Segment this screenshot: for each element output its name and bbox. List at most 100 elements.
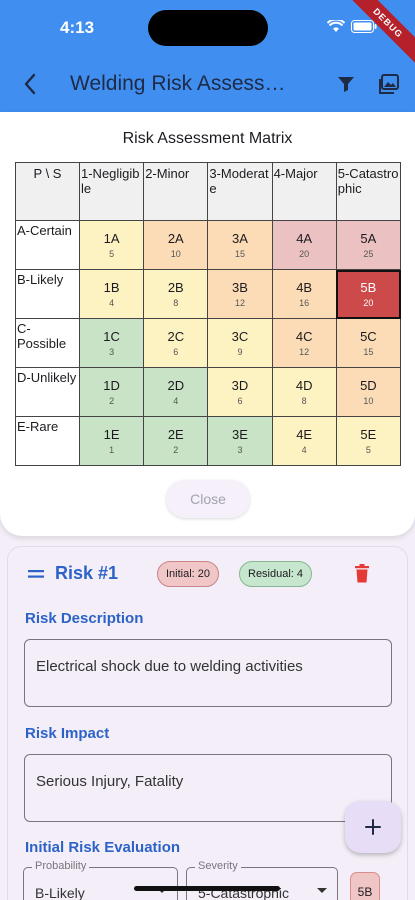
cell-code: 4C bbox=[295, 329, 313, 344]
status-icons bbox=[327, 20, 377, 33]
severity-column-header: 1-Negligible bbox=[78, 162, 145, 221]
risk-impact-field[interactable]: Serious Injury, Fatality bbox=[24, 754, 392, 822]
matrix-cell-5a[interactable]: 5A 25 bbox=[335, 220, 402, 270]
matrix-cell-5d[interactable]: 5D 10 bbox=[335, 367, 402, 417]
plus-icon bbox=[365, 819, 381, 835]
probability-label: Probability bbox=[32, 860, 90, 872]
image-icon[interactable] bbox=[378, 73, 400, 95]
matrix-cell-3a[interactable]: 3A 15 bbox=[207, 220, 273, 270]
matrix-cell-1b[interactable]: 1B 4 bbox=[78, 269, 145, 319]
cell-code: 3C bbox=[231, 329, 249, 344]
cell-code: 2E bbox=[167, 427, 184, 442]
risk-description-label: Risk Description bbox=[25, 610, 144, 627]
initial-risk-evaluation-label: Initial Risk Evaluation bbox=[25, 839, 181, 856]
matrix-cell-3c[interactable]: 3C 9 bbox=[207, 318, 273, 368]
matrix-cell-4b[interactable]: 4B 16 bbox=[271, 269, 337, 319]
delete-icon[interactable] bbox=[354, 564, 370, 583]
matrix-cell-2a[interactable]: 2A 10 bbox=[143, 220, 209, 270]
initial-score-badge: Initial: 20 bbox=[157, 561, 220, 587]
probability-row-header: E-Rare bbox=[15, 416, 80, 466]
camera-notch bbox=[148, 10, 268, 46]
risk-matrix-table: P \ S 1-Negligible 2-Minor 3-Moderate 4-… bbox=[15, 162, 402, 466]
probability-dropdown[interactable]: Probability B-Likely bbox=[23, 860, 178, 900]
matrix-cell-2b[interactable]: 2B 8 bbox=[143, 269, 209, 319]
matrix-cell-3e[interactable]: 3E 3 bbox=[207, 416, 273, 466]
cell-score: 15 bbox=[363, 347, 374, 357]
probability-value: B-Likely bbox=[35, 885, 85, 900]
matrix-title: Risk Assessment Matrix bbox=[122, 130, 293, 147]
cell-score: 8 bbox=[173, 298, 179, 308]
matrix-cell-5e[interactable]: 5E 5 bbox=[335, 416, 402, 466]
chevron-down-icon bbox=[317, 888, 327, 893]
matrix-cell-5c[interactable]: 5C 15 bbox=[335, 318, 402, 368]
add-risk-button[interactable] bbox=[345, 801, 401, 853]
matrix-row: C-Possible 1C 3 2C 6 3C 9 4C 12 5C 15 bbox=[15, 318, 402, 368]
matrix-cell-3b[interactable]: 3B 12 bbox=[207, 269, 273, 319]
cell-code: 3A bbox=[232, 231, 248, 246]
cell-score: 4 bbox=[301, 445, 307, 455]
cell-score: 4 bbox=[173, 396, 179, 406]
wifi-icon bbox=[327, 20, 345, 32]
cell-score: 15 bbox=[234, 249, 245, 259]
matrix-row: A-Certain 1A 5 2A 10 3A 15 4A 20 5A 25 bbox=[15, 220, 402, 270]
severity-dropdown[interactable]: Severity 5-Catastrophic bbox=[186, 860, 338, 900]
cell-code: 1E bbox=[103, 427, 120, 442]
initial-risk-code-badge: 5B bbox=[350, 872, 380, 900]
matrix-cell-2c[interactable]: 2C 6 bbox=[143, 318, 209, 368]
matrix-cell-1d[interactable]: 1D 2 bbox=[78, 367, 145, 417]
cell-score: 1 bbox=[109, 445, 115, 455]
cell-code: 2C bbox=[167, 329, 185, 344]
cell-score: 10 bbox=[363, 396, 374, 406]
cell-code: 3D bbox=[231, 378, 249, 393]
cell-score: 3 bbox=[109, 347, 115, 357]
cell-code: 5B bbox=[360, 280, 377, 295]
matrix-row: B-Likely 1B 4 2B 8 3B 12 4B 16 5B 20 bbox=[15, 269, 402, 319]
cell-code: 4E bbox=[296, 427, 313, 442]
app-bar: 4:13 DEBUG Welding Risk Assess… bbox=[0, 0, 415, 112]
cell-code: 4A bbox=[296, 231, 313, 246]
matrix-cell-5b[interactable]: 5B 20 bbox=[335, 269, 402, 319]
filter-icon[interactable] bbox=[336, 74, 356, 94]
probability-row-header: D-Unlikely bbox=[15, 367, 80, 417]
cell-score: 6 bbox=[173, 347, 179, 357]
residual-score-badge: Residual: 4 bbox=[239, 561, 313, 587]
cell-score: 5 bbox=[365, 445, 371, 455]
matrix-cell-4e[interactable]: 4E 4 bbox=[271, 416, 337, 466]
cell-code: 3B bbox=[232, 280, 248, 295]
cell-score: 12 bbox=[299, 347, 310, 357]
battery-icon bbox=[351, 20, 377, 33]
matrix-cell-4a[interactable]: 4A 20 bbox=[271, 220, 337, 270]
probability-row-header: B-Likely bbox=[15, 269, 80, 319]
cell-code: 1C bbox=[103, 329, 120, 344]
severity-column-header: 2-Minor bbox=[143, 162, 209, 221]
cell-code: 5E bbox=[360, 427, 377, 442]
cell-code: 5D bbox=[360, 378, 377, 393]
matrix-cell-1c[interactable]: 1C 3 bbox=[78, 318, 145, 368]
cell-score: 9 bbox=[237, 347, 243, 357]
close-button[interactable]: Close bbox=[166, 480, 250, 518]
back-button[interactable] bbox=[18, 70, 42, 98]
drag-handle-icon[interactable] bbox=[27, 568, 45, 580]
matrix-cell-2d[interactable]: 2D 4 bbox=[143, 367, 209, 417]
cell-score: 20 bbox=[299, 249, 310, 259]
risk-description-field[interactable]: Electrical shock due to welding activiti… bbox=[24, 639, 392, 707]
cell-score: 25 bbox=[363, 249, 374, 259]
matrix-cell-1e[interactable]: 1E 1 bbox=[78, 416, 145, 466]
matrix-cell-4d[interactable]: 4D 8 bbox=[271, 367, 337, 417]
matrix-cell-1a[interactable]: 1A 5 bbox=[78, 220, 145, 270]
cell-score: 2 bbox=[173, 445, 179, 455]
status-time: 4:13 bbox=[60, 18, 95, 37]
risk-matrix-dialog: Risk Assessment Matrix P \ S 1-Negligibl… bbox=[0, 112, 415, 536]
matrix-cell-3d[interactable]: 3D 6 bbox=[207, 367, 273, 417]
cell-code: 1A bbox=[103, 231, 120, 246]
cell-score: 20 bbox=[363, 298, 374, 308]
matrix-row: D-Unlikely 1D 2 2D 4 3D 6 4D 8 5D 10 bbox=[15, 367, 402, 417]
matrix-row: E-Rare 1E 1 2E 2 3E 3 4E 4 5E 5 bbox=[15, 416, 402, 466]
probability-row-header: C-Possible bbox=[15, 318, 80, 368]
matrix-cell-4c[interactable]: 4C 12 bbox=[271, 318, 337, 368]
matrix-cell-2e[interactable]: 2E 2 bbox=[143, 416, 209, 466]
severity-column-header: 3-Moderate bbox=[207, 162, 273, 221]
probability-row-header: A-Certain bbox=[15, 220, 80, 270]
cell-score: 5 bbox=[109, 249, 115, 259]
home-indicator bbox=[134, 886, 280, 891]
